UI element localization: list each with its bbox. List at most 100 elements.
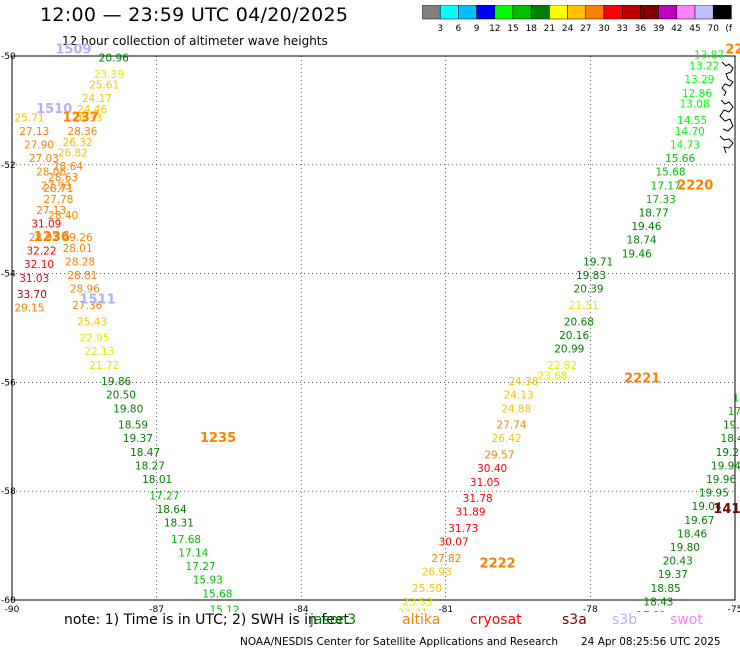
longitude-tick-label: -78	[583, 605, 598, 612]
legend-label: 45	[689, 24, 700, 34]
legend-label: 18	[525, 24, 537, 34]
wave-height-label: 15.12	[210, 605, 240, 612]
pass-time-label: 1511	[79, 293, 115, 308]
wave-height-label: 25.43	[77, 316, 107, 328]
wave-height-label: 18.43	[643, 596, 673, 608]
wave-height-label: 20.68	[564, 316, 594, 328]
wave-height-label: 17.33	[646, 194, 676, 206]
wave-height-label: 18.59	[118, 420, 148, 432]
wave-height-label: 19.80	[670, 542, 700, 554]
latitude-tick-label: -60	[1, 596, 16, 606]
wave-height-label: 28.36	[67, 126, 97, 138]
pass-time-label: 1510	[36, 102, 72, 117]
map-frame	[11, 55, 736, 601]
wave-height-label: 18.74	[627, 235, 657, 247]
wave-height-label: 27.36	[72, 300, 102, 312]
wave-height-label: 31.89	[455, 507, 485, 519]
track-1410: 17.30 17.46 19.1718.41 19.2119.94 19.96 19.95…	[636, 392, 740, 612]
latitude-tick-label: -54	[1, 270, 16, 280]
latitude-tick-label: -56	[1, 378, 16, 388]
wave-height-label: 25.50	[412, 583, 442, 595]
wave-height-label: 27.82	[431, 553, 461, 565]
pass-time-label: 2219	[725, 42, 740, 57]
legend-label: 70	[707, 24, 719, 34]
wave-height-label: 26.33	[72, 112, 102, 124]
wave-height-label: 22.82	[547, 360, 577, 372]
wave-height-label: 19.71	[583, 256, 613, 268]
legend-label: 36	[635, 24, 647, 34]
wave-height-label: 19.21	[716, 447, 740, 459]
legend-unit: (ft)	[725, 24, 732, 34]
wave-height-label: 33.70	[17, 289, 47, 301]
wave-height-label: 28.64	[53, 161, 83, 173]
legend-label: 15	[507, 24, 518, 34]
wave-height-label: 28.96	[70, 284, 100, 296]
wave-height-label: 14.55	[677, 115, 707, 127]
wave-height-label: 31.09	[31, 218, 61, 230]
wave-height-label: 18.47	[130, 447, 160, 459]
legend-label: 3	[437, 24, 443, 34]
coastline	[719, 99, 734, 132]
wave-height-label: 17.14	[178, 547, 208, 559]
wave-height-label: 28.28	[65, 256, 95, 268]
wave-height-label: 27.13	[19, 126, 49, 138]
wave-height-label: 24.13	[504, 390, 534, 402]
wave-height-label: 26.93	[422, 567, 452, 579]
wave-height-label: 12.86	[682, 88, 712, 100]
map-subtitle: 12 hour collection of altimeter wave hei…	[62, 34, 328, 48]
wave-height-label: 24.17	[82, 93, 112, 105]
longitude-tick-label: -90	[5, 605, 20, 612]
wave-height-label: 20.96	[99, 52, 129, 64]
wave-height-label: 21.72	[89, 360, 119, 372]
wave-height-label: 19.46	[631, 221, 661, 233]
satellite-s3a: s3a	[562, 612, 587, 628]
wave-height-label: 32.10	[24, 259, 54, 271]
wave-height-label: 17.30	[733, 392, 740, 404]
wave-height-label: 19.94	[711, 460, 740, 472]
wave-height-label: 19.83	[576, 270, 606, 282]
wave-height-label: 13.08	[680, 99, 710, 111]
wave-height-label: 23.31	[398, 607, 428, 612]
legend-label: 9	[474, 24, 480, 34]
wave-height-label: 19.04	[692, 501, 722, 513]
wave-height-label: 27.13	[36, 205, 66, 217]
wave-height-label: 17.27	[149, 490, 179, 502]
legend-label: 39	[653, 24, 665, 34]
wave-height-label: 24.38	[508, 376, 538, 388]
wave-height-label: 18.64	[157, 504, 187, 516]
wave-height-label: 17.17	[651, 180, 681, 192]
wave-height-label: 14.73	[670, 139, 700, 151]
wave-height-label: 20.39	[574, 284, 604, 296]
wave-height-label: 19.37	[658, 569, 688, 581]
satellite-cryosat: cryosat	[470, 612, 522, 628]
longitude-tick-label: -87	[149, 605, 164, 612]
wave-height-label: 27.74	[496, 420, 526, 432]
pass-time-label: 1410	[713, 502, 740, 517]
wave-height-label: 13.87	[694, 50, 724, 62]
wave-height-label: 19.46	[622, 248, 652, 260]
wave-height-label: 17.27	[186, 561, 216, 573]
longitude-tick-label: -81	[438, 605, 453, 612]
wave-height-label: 26.32	[63, 137, 93, 149]
legend-label: 30	[598, 24, 610, 34]
wave-height-label: 29.15	[14, 303, 44, 315]
wave-height-label: 15.66	[665, 153, 695, 165]
wave-height-label: 28.81	[67, 270, 97, 282]
footer-note: note: 1) Time is in UTC; 2) SWH is in fe…	[64, 612, 350, 628]
wave-height-label: 28.71	[43, 183, 73, 195]
satellite-s3b: s3b	[612, 612, 638, 628]
wave-height-label: 15.68	[202, 588, 232, 600]
pass-time-label: 1235	[200, 431, 236, 446]
wave-height-label: 19.17	[723, 420, 740, 432]
wave-height-label: 24.88	[501, 403, 531, 415]
wave-height-label: 17.68	[171, 534, 201, 546]
wave-height-label: 29.26	[63, 232, 93, 244]
wave-height-label: 18.01	[142, 474, 172, 486]
wave-height-label: 27.90	[24, 139, 54, 151]
wave-height-label: 19.96	[706, 474, 736, 486]
pass-time-label: 2221	[624, 371, 660, 386]
wave-height-label: 18.27	[135, 460, 165, 472]
wave-height-label: 19.67	[684, 515, 714, 527]
pass-time-label: 1236	[34, 230, 70, 245]
